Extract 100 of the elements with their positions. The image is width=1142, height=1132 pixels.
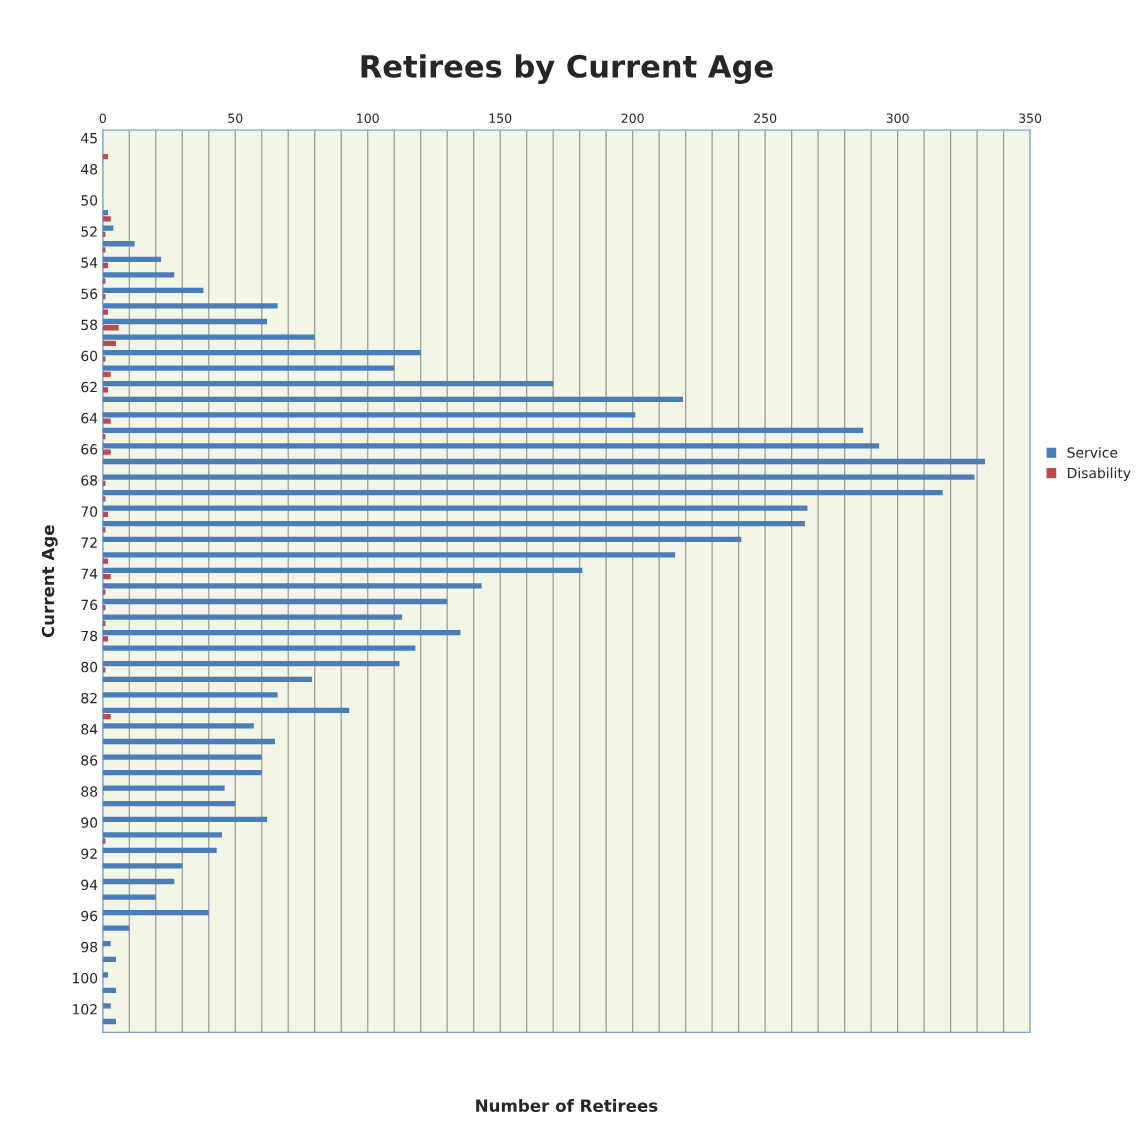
y-axis-title: Current Age — [41, 525, 58, 638]
bar — [102, 449, 111, 455]
bar — [102, 558, 109, 564]
bar — [102, 272, 175, 278]
bar — [102, 536, 742, 542]
bar — [102, 396, 684, 402]
y-tick-label: 74 — [81, 568, 98, 579]
bar — [102, 583, 482, 589]
y-tick-label: 100 — [73, 972, 98, 984]
bar — [102, 738, 275, 745]
bar — [102, 676, 313, 682]
bar — [102, 521, 805, 527]
bar — [102, 334, 315, 340]
bar — [102, 340, 117, 346]
bar — [102, 769, 262, 776]
bar — [102, 573, 111, 580]
bar — [102, 505, 808, 511]
bar — [102, 847, 217, 854]
y-tick-label: 80 — [81, 661, 98, 673]
bar — [102, 1003, 111, 1009]
bar — [102, 474, 975, 480]
x-tick-label: 250 — [754, 113, 777, 123]
bar — [102, 318, 268, 325]
x-tick-label: 150 — [489, 113, 512, 123]
y-tick-label: 78 — [81, 630, 98, 642]
bar — [102, 387, 109, 393]
bar — [102, 598, 448, 605]
bar — [102, 878, 175, 885]
bar — [102, 567, 583, 574]
bar — [102, 365, 395, 371]
bar — [102, 816, 268, 822]
bar — [102, 458, 986, 465]
bar — [102, 241, 135, 247]
y-tick-label: 96 — [81, 910, 98, 922]
bar — [102, 303, 278, 309]
y-tick-label: 58 — [81, 319, 98, 331]
chart-title: Retirees by Current Age — [361, 54, 773, 84]
bar — [102, 287, 204, 294]
y-tick-label: 82 — [81, 692, 97, 704]
bar — [102, 381, 554, 387]
y-tick-label: 90 — [81, 817, 98, 828]
y-tick-label: 70 — [81, 506, 98, 517]
y-tick-label: 54 — [81, 257, 98, 268]
bar — [102, 909, 209, 916]
bar — [102, 832, 222, 838]
bar — [102, 645, 416, 651]
y-tick-label: 94 — [81, 879, 98, 891]
x-tick-label: 350 — [1019, 113, 1042, 123]
bar — [102, 256, 162, 262]
legend-label: Disability — [1068, 467, 1131, 481]
bar — [102, 418, 111, 424]
y-tick-label: 45 — [81, 133, 97, 144]
y-tick-label: 62 — [81, 381, 97, 393]
y-tick-label: 68 — [81, 475, 98, 486]
y-tick-label: 56 — [81, 288, 98, 299]
bar — [102, 216, 111, 222]
y-tick-label: 66 — [81, 444, 98, 455]
x-tick-label: 50 — [228, 113, 243, 123]
bar — [102, 987, 117, 994]
y-tick-label: 88 — [81, 786, 98, 797]
bar — [102, 713, 111, 720]
y-tick-label: 50 — [81, 195, 98, 206]
bar — [102, 1018, 117, 1025]
bar — [102, 754, 262, 760]
bar — [102, 956, 117, 962]
y-tick-label: 48 — [81, 164, 98, 175]
bar — [102, 443, 880, 449]
bar — [102, 707, 350, 714]
bar — [102, 785, 225, 791]
y-tick-label: 60 — [81, 350, 98, 362]
y-tick-label: 52 — [81, 226, 97, 237]
y-tick-label: 98 — [81, 941, 98, 953]
bar — [102, 614, 403, 620]
bar — [102, 325, 119, 331]
y-tick-label: 84 — [81, 724, 98, 735]
x-tick-label: 100 — [357, 113, 379, 123]
x-tick-label: 0 — [99, 113, 106, 123]
bar — [102, 489, 943, 496]
bar — [102, 629, 461, 636]
bar — [102, 925, 130, 931]
x-tick-label: 200 — [621, 113, 644, 123]
bar — [102, 801, 236, 807]
y-tick-label: 102 — [73, 1004, 97, 1015]
bar — [102, 863, 183, 869]
y-tick-label: 76 — [81, 599, 98, 611]
bar — [102, 894, 156, 900]
bar — [102, 371, 111, 378]
x-axis-title: Number of Retirees — [476, 1099, 658, 1112]
bar — [102, 552, 676, 558]
bar — [102, 427, 864, 434]
bar — [102, 941, 111, 947]
y-tick-label: 72 — [81, 537, 97, 548]
bar — [102, 661, 400, 667]
bar — [102, 412, 636, 418]
bar — [102, 349, 421, 356]
y-tick-label: 92 — [81, 848, 97, 859]
bar — [102, 723, 254, 729]
y-tick-label: 86 — [81, 755, 98, 766]
legend-label: Service — [1067, 447, 1118, 458]
y-tick-label: 64 — [81, 412, 98, 424]
